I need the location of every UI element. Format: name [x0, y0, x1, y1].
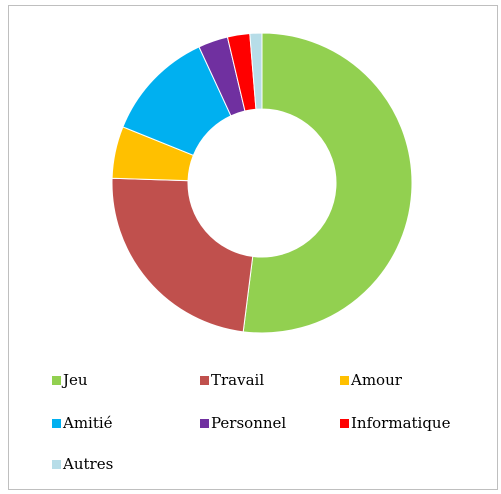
- donut-segment: [249, 32, 263, 110]
- legend-swatch: [52, 419, 61, 428]
- legend-label: Personnel: [211, 414, 286, 432]
- legend-swatch: [340, 376, 349, 385]
- donut-segment: [242, 32, 413, 334]
- legend-swatch: [52, 460, 61, 469]
- donut-segment: [111, 177, 254, 333]
- legend-swatch: [200, 419, 209, 428]
- legend-label: Jeu: [61, 371, 88, 389]
- legend-swatch: [200, 376, 209, 385]
- legend-label: Amitié: [62, 414, 113, 432]
- legend-label: Autres: [62, 455, 113, 473]
- legend-swatch: [340, 419, 349, 428]
- legend-label: Amour: [350, 371, 403, 389]
- legend-label: Informatique: [351, 414, 451, 432]
- legend-swatch: [52, 376, 61, 385]
- legend-label: Travail: [211, 371, 264, 389]
